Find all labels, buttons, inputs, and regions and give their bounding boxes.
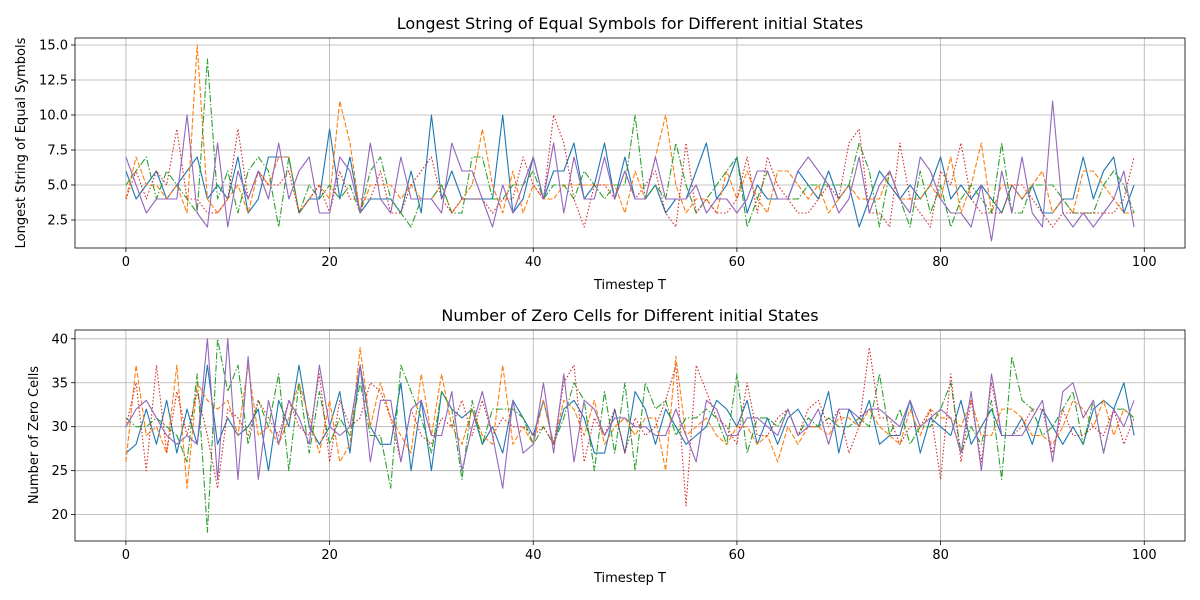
y-tick-label: 30 — [51, 420, 68, 435]
x-tick-label: 80 — [932, 255, 949, 270]
x-tick-label: 40 — [525, 548, 542, 563]
y-tick-label: 7.5 — [47, 144, 68, 159]
grid — [75, 330, 1185, 541]
x-axis-label: Timestep T — [593, 571, 666, 586]
zero-cells-chart: Number of Zero Cells for Different initi… — [27, 306, 1186, 586]
y-tick-label: 12.5 — [39, 74, 68, 89]
series-group — [125, 44, 1135, 242]
x-axis-label: Timestep T — [593, 278, 666, 293]
y-axis-label: Number of Zero Cells — [27, 366, 42, 504]
series-line-3 — [125, 58, 1135, 228]
x-tick-label: 60 — [729, 548, 746, 563]
x-tick-label: 20 — [321, 255, 338, 270]
y-axis-ticks: 2.5 5.0 7.5 10.0 12.5 15.0 — [39, 39, 75, 229]
series-line-5 — [125, 338, 1135, 489]
y-tick-label: 20 — [51, 508, 68, 523]
longest-string-chart: Longest String of Equal Symbols for Diff… — [14, 14, 1186, 293]
axes-frame — [74, 37, 1186, 249]
x-tick-label: 100 — [1132, 548, 1157, 563]
series-group — [125, 338, 1135, 533]
series-line-4 — [125, 347, 1135, 507]
series-line-3 — [125, 338, 1135, 533]
y-tick-label: 40 — [51, 332, 68, 347]
chart-title: Number of Zero Cells for Different initi… — [441, 306, 818, 325]
y-tick-label: 2.5 — [47, 214, 68, 229]
x-tick-label: 0 — [122, 548, 130, 563]
y-axis-ticks: 20 25 30 35 40 — [51, 332, 75, 523]
chart-title: Longest String of Equal Symbols for Diff… — [397, 14, 863, 33]
y-axis-label: Longest String of Equal Symbols — [14, 37, 29, 248]
y-tick-label: 35 — [51, 376, 68, 391]
y-tick-label: 15.0 — [39, 39, 68, 54]
x-tick-label: 40 — [525, 255, 542, 270]
grid — [75, 38, 1185, 248]
x-tick-label: 100 — [1132, 255, 1157, 270]
y-tick-label: 10.0 — [39, 109, 68, 124]
x-axis-ticks: 0 20 40 60 80 100 — [122, 248, 1157, 270]
x-axis-ticks: 0 20 40 60 80 100 — [122, 541, 1157, 563]
y-tick-label: 25 — [51, 464, 68, 479]
series-line-5 — [125, 100, 1135, 242]
x-tick-label: 0 — [122, 255, 130, 270]
x-tick-label: 20 — [321, 548, 338, 563]
axes-frame — [74, 329, 1186, 542]
y-tick-label: 5.0 — [47, 179, 68, 194]
x-tick-label: 60 — [729, 255, 746, 270]
x-tick-label: 80 — [932, 548, 949, 563]
